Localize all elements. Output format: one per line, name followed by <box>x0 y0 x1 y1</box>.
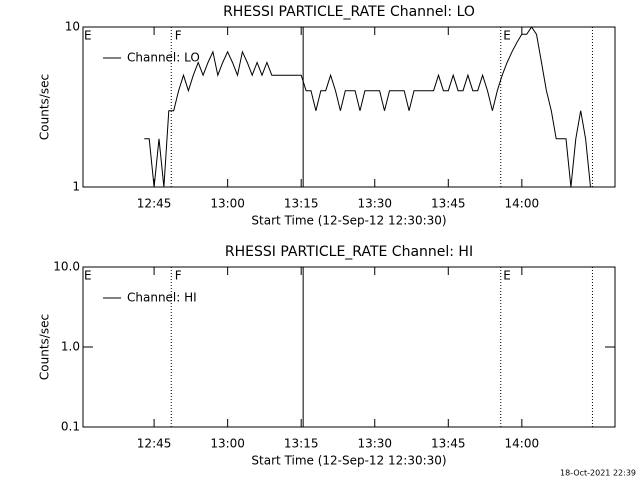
annotation: E <box>503 269 511 283</box>
x-tick-label: 13:15 <box>284 437 319 451</box>
y-tick-label: 10 <box>65 20 80 34</box>
x-axis-label: Start Time (12-Sep-12 12:30:30) <box>251 454 446 468</box>
x-tick-label: 13:45 <box>431 197 466 211</box>
annotation: F <box>175 269 182 283</box>
plot-frame <box>82 26 616 188</box>
annotation: E <box>84 29 92 43</box>
footer: 18-Oct-2021 22:39 <box>560 469 636 478</box>
x-tick-label: 13:30 <box>357 437 392 451</box>
x-tick-label: 14:00 <box>505 197 540 211</box>
x-tick-label: 13:15 <box>284 197 319 211</box>
x-tick-label: 13:00 <box>210 437 245 451</box>
x-tick-label: 12:45 <box>137 437 172 451</box>
chart-title: RHESSI PARTICLE_RATE Channel: HI <box>225 244 473 260</box>
x-tick-label: 13:30 <box>357 197 392 211</box>
y-tick-label: 10.0 <box>53 260 80 274</box>
x-tick-label: 14:00 <box>505 437 540 451</box>
x-axis-label: Start Time (12-Sep-12 12:30:30) <box>251 214 446 228</box>
data-line <box>144 27 591 187</box>
annotation: F <box>175 29 182 43</box>
y-axis-label: Counts/sec <box>38 74 52 140</box>
x-tick-label: 13:45 <box>431 437 466 451</box>
legend-label: Channel: HI <box>127 291 197 305</box>
y-tick-label: 1.0 <box>61 340 80 354</box>
annotation: E <box>84 269 92 283</box>
chart-title: RHESSI PARTICLE_RATE Channel: LO <box>223 4 475 20</box>
y-axis-label: Counts/sec <box>38 314 52 380</box>
legend-label: Channel: LO <box>127 51 200 65</box>
x-tick-label: 12:45 <box>137 197 172 211</box>
x-tick-label: 13:00 <box>210 197 245 211</box>
annotation: E <box>503 29 511 43</box>
y-tick-label: 0.1 <box>61 420 80 434</box>
plot-frame <box>82 266 616 428</box>
y-tick-label: 1 <box>72 180 80 194</box>
